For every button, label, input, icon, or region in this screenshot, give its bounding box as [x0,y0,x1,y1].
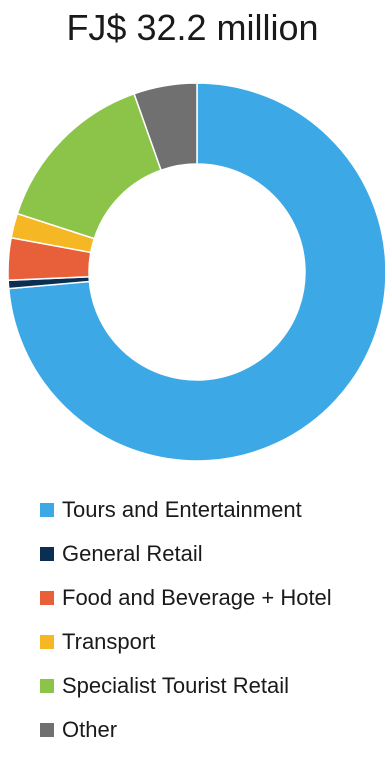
legend-label: Food and Beverage + Hotel [62,585,332,610]
legend-item-food-and-beverage-hotel: Food and Beverage + Hotel [40,585,332,611]
legend-label: Other [62,717,118,742]
legend-item-general-retail: General Retail [40,541,332,567]
legend-item-other: Other [40,717,332,743]
chart-title: FJ$ 32.2 million [66,7,319,48]
legend-label: Transport [62,629,156,654]
legend-swatch [40,591,54,605]
legend-swatch [40,547,54,561]
legend-swatch [40,635,54,649]
legend-label: General Retail [62,541,203,566]
legend-item-specialist-tourist-retail: Specialist Tourist Retail [40,673,332,699]
legend-label: Tours and Entertainment [62,497,302,522]
legend-swatch [40,679,54,693]
legend-swatch [40,723,54,737]
legend-item-transport: Transport [40,629,332,655]
donut-slice-other [133,82,198,172]
legend-swatch [40,503,54,517]
legend-label: Specialist Tourist Retail [62,673,290,698]
donut-slice-specialist-tourist-retail [16,92,163,240]
chart-legend: Tours and Entertainment General Retail Foo… [40,497,332,761]
donut-chart-svg [7,82,385,462]
legend-item-tours-and-entertainment: Tours and Entertainment [40,497,332,523]
donut-chart [0,72,385,472]
donut-slice-tours-and-entertainment [7,82,385,462]
